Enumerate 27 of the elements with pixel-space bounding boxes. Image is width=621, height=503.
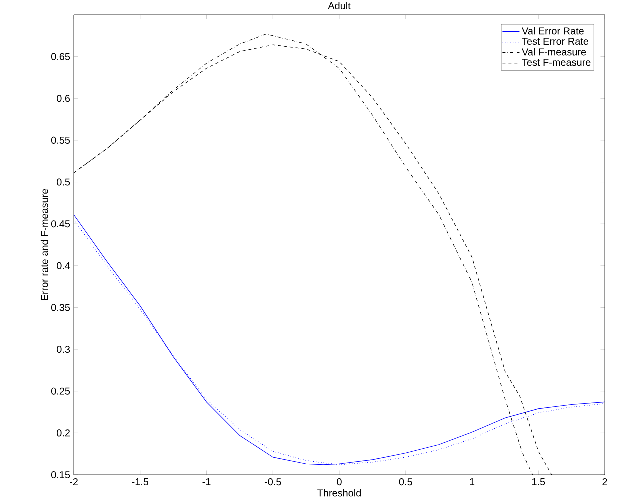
legend-label: Test Error Rate — [522, 38, 589, 46]
x-tick-label: -1 — [202, 478, 211, 486]
y-tick-label: 0.5 — [57, 178, 70, 186]
y-tick-label: 0.6 — [57, 95, 70, 102]
y-tick-label: 0.25 — [51, 388, 70, 395]
x-tick-label: 2 — [602, 478, 608, 486]
y-tick-label: 0.15 — [51, 471, 70, 479]
legend-label: Val F-measure — [522, 48, 586, 56]
y-tick-label: 0.45 — [51, 220, 70, 228]
x-tick-label: 0 — [337, 478, 342, 486]
y-tick-label: 0.65 — [51, 53, 70, 60]
y-tick-label: 0.35 — [51, 304, 70, 312]
y-tick-label: 0.4 — [57, 262, 70, 270]
x-tick-label: 0.5 — [399, 478, 412, 486]
y-tick-label: 0.2 — [57, 430, 70, 437]
y-tick-label: 0.55 — [51, 136, 70, 144]
x-tick-label: -2 — [70, 478, 78, 486]
y-tick-label: 0.3 — [57, 346, 70, 354]
x-tick-label: 1.5 — [532, 478, 546, 486]
legend-label: Test F-measure — [522, 59, 591, 66]
x-tick-label: 1 — [470, 478, 475, 486]
chart-title: Adult — [328, 2, 351, 10]
x-axis-title: Threshold — [318, 489, 362, 497]
x-tick-label: -1.5 — [132, 478, 149, 486]
x-tick-label: -0.5 — [264, 478, 282, 486]
y-axis-title: Error rate and F-measure — [40, 189, 48, 300]
legend-label: Val Error Rate — [522, 27, 584, 35]
